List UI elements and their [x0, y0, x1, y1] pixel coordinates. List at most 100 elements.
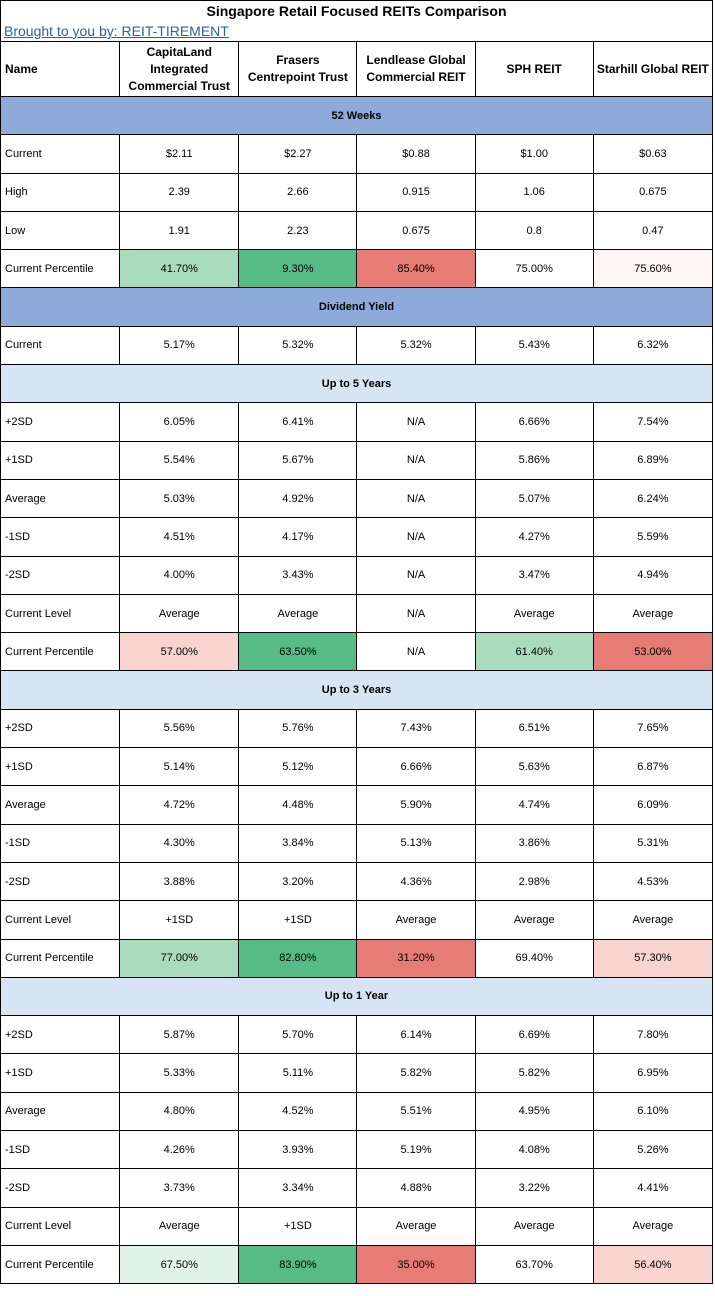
section-header-row: Up to 5 Years — [0, 364, 713, 404]
header-capitaland: CapitaLand Integrated Commercial Trust — [119, 41, 240, 97]
table-cell: 9.30% — [238, 249, 358, 289]
table-cell: N/A — [356, 632, 476, 672]
table-cell: 4.95% — [474, 1091, 594, 1132]
table-cell: 5.67% — [238, 440, 358, 480]
row-label: Current Percentile — [0, 632, 121, 672]
table-row: Current Level +1SD +1SD Average Average Avera… — [0, 900, 714, 940]
table-cell: 4.88% — [356, 1168, 476, 1208]
table-cell: N/A — [356, 478, 476, 519]
table-cell: Average — [474, 900, 594, 940]
row-label: Average — [0, 785, 121, 825]
table-cell: 0.675 — [592, 172, 714, 212]
row-label: Current — [0, 325, 121, 366]
table-cell: 5.87% — [119, 1015, 240, 1055]
table-cell: 3.84% — [238, 823, 358, 863]
table-cell: 5.70% — [238, 1015, 358, 1055]
table-cell: 5.11% — [238, 1053, 358, 1093]
table-cell: 4.94% — [592, 555, 714, 595]
table-row: +1SD 5.54% 5.67% N/A 5.86% 6.89% — [0, 440, 714, 480]
table-cell: 0.47 — [592, 210, 714, 251]
table-cell: 6.32% — [592, 325, 714, 366]
table-row: Current Percentile 67.50% 83.90% 35.00% 63.7… — [0, 1244, 714, 1285]
header-starhill: Starhill Global REIT — [592, 41, 714, 97]
table-cell: 83.90% — [238, 1244, 358, 1285]
table-cell: 63.50% — [238, 632, 358, 672]
table-row: +1SD 5.33% 5.11% 5.82% 5.82% 6.95% — [0, 1053, 714, 1093]
table-cell: Average — [356, 900, 476, 940]
credit-row: Brought to you by: REIT-TIREMENT — [0, 21, 713, 42]
table-cell: 4.52% — [238, 1091, 358, 1132]
table-cell: 2.98% — [474, 861, 594, 902]
table-cell: 4.80% — [119, 1091, 240, 1132]
table-cell: 4.74% — [474, 785, 594, 825]
table-cell: 53.00% — [592, 632, 714, 672]
row-label: Current — [0, 134, 121, 174]
table-cell: 1.91 — [119, 210, 240, 251]
table-cell: Average — [474, 1206, 594, 1246]
header-name: Name — [0, 41, 121, 97]
row-label: Current Level — [0, 593, 121, 634]
table-cell: 4.00% — [119, 555, 240, 595]
section-title: Dividend Yield — [0, 287, 713, 327]
table-cell: 5.26% — [592, 1130, 714, 1170]
table-cell: $2.11 — [119, 134, 240, 174]
table-cell: +1SD — [238, 1206, 358, 1246]
table-cell: N/A — [356, 402, 476, 442]
row-label: Average — [0, 478, 121, 519]
table-cell: 4.17% — [238, 517, 358, 557]
row-label: +1SD — [0, 440, 121, 480]
table-cell: 5.13% — [356, 823, 476, 863]
table-cell: 5.90% — [356, 785, 476, 825]
header-frasers: Frasers Centrepoint Trust — [238, 41, 358, 97]
table-cell: Average — [119, 593, 240, 634]
table-cell: 4.27% — [474, 517, 594, 557]
row-label: -2SD — [0, 555, 121, 595]
table-cell: 5.54% — [119, 440, 240, 480]
table-row: Current Percentile 57.00% 63.50% N/A 61.40% 5… — [0, 632, 714, 672]
row-label: -1SD — [0, 823, 121, 863]
table-row: Current Level Average Average N/A Average Ave… — [0, 593, 714, 634]
row-label: -2SD — [0, 861, 121, 902]
row-label: +2SD — [0, 1015, 121, 1055]
row-label: Low — [0, 210, 121, 251]
table-cell: 4.72% — [119, 785, 240, 825]
table-cell: Average — [592, 900, 714, 940]
table-row: -1SD 4.30% 3.84% 5.13% 3.86% 5.31% — [0, 823, 714, 863]
table-cell: 63.70% — [474, 1244, 594, 1285]
table-cell: 6.51% — [474, 708, 594, 749]
table-row: -2SD 3.88% 3.20% 4.36% 2.98% 4.53% — [0, 861, 714, 902]
table-cell: Average — [474, 593, 594, 634]
table-cell: 6.24% — [592, 478, 714, 519]
table-cell: 85.40% — [356, 249, 476, 289]
table-cell: 6.05% — [119, 402, 240, 442]
table-cell: $0.88 — [356, 134, 476, 174]
row-label: Current Percentile — [0, 938, 121, 978]
table-row: Low 1.91 2.23 0.675 0.8 0.47 — [0, 210, 714, 251]
table-cell: 7.80% — [592, 1015, 714, 1055]
row-label: +1SD — [0, 1053, 121, 1093]
row-label: Current Percentile — [0, 249, 121, 289]
row-label: Average — [0, 1091, 121, 1132]
credit-link[interactable]: Brought to you by: REIT-TIREMENT — [4, 23, 229, 39]
table-cell: 0.675 — [356, 210, 476, 251]
table-row: -1SD 4.26% 3.93% 5.19% 4.08% 5.26% — [0, 1130, 714, 1170]
table-cell: 6.87% — [592, 747, 714, 787]
table-row: +2SD 5.87% 5.70% 6.14% 6.69% 7.80% — [0, 1015, 714, 1055]
table-cell: 5.17% — [119, 325, 240, 366]
table-row: Current Percentile 41.70% 9.30% 85.40% 75.00… — [0, 249, 714, 289]
table-cell: Average — [119, 1206, 240, 1246]
table-cell: Average — [592, 593, 714, 634]
table-cell: +1SD — [238, 900, 358, 940]
section-header-row: Up to 3 Years — [0, 670, 713, 710]
table-cell: 0.8 — [474, 210, 594, 251]
section-header-row: Dividend Yield — [0, 287, 713, 327]
table-cell: 77.00% — [119, 938, 240, 978]
table-cell: 6.10% — [592, 1091, 714, 1132]
table-cell: $2.27 — [238, 134, 358, 174]
table-cell: N/A — [356, 593, 476, 634]
table-cell: 3.73% — [119, 1168, 240, 1208]
table-cell: 5.07% — [474, 478, 594, 519]
table-cell: 4.30% — [119, 823, 240, 863]
table-cell: 4.08% — [474, 1130, 594, 1170]
